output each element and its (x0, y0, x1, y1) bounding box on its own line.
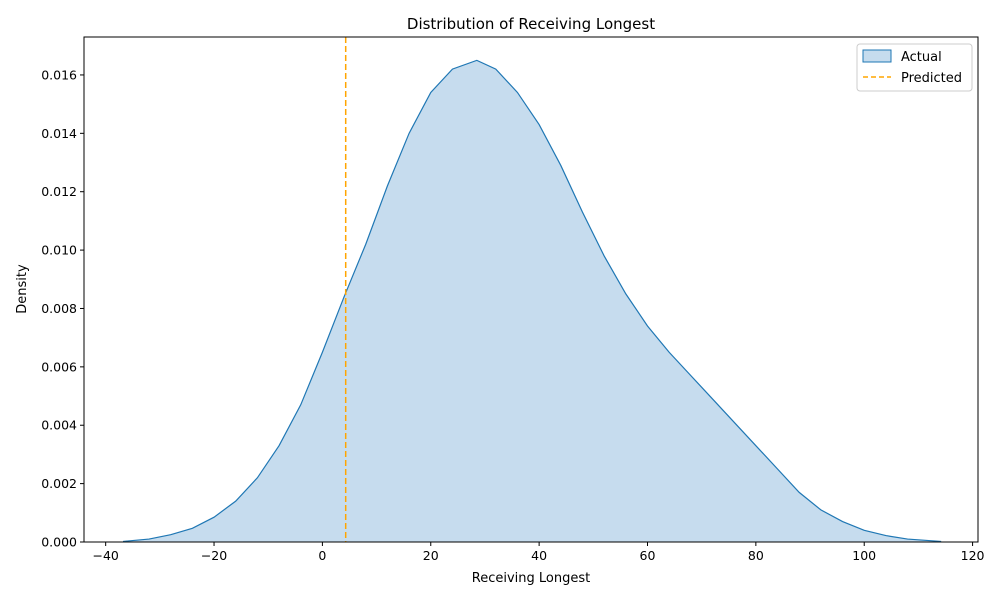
x-tick-label: 20 (423, 548, 439, 563)
y-tick-label: 0.014 (41, 126, 77, 141)
y-tick-label: 0.004 (41, 418, 77, 433)
x-tick-label: −20 (201, 548, 227, 563)
plot-area (122, 37, 942, 543)
chart-title: Distribution of Receiving Longest (407, 15, 655, 33)
y-tick-label: 0.010 (41, 243, 77, 258)
y-tick-label: 0.000 (41, 535, 77, 550)
x-tick-label: 40 (531, 548, 547, 563)
x-tick-label: 60 (640, 548, 656, 563)
y-axis-label: Density (15, 264, 30, 314)
y-tick-label: 0.008 (41, 301, 77, 316)
y-tick-label: 0.016 (41, 67, 77, 82)
legend-label-actual: Actual (901, 50, 942, 65)
legend-swatch-actual (862, 49, 892, 63)
y-tick-label: 0.002 (41, 476, 77, 491)
y-tick-label: 0.012 (41, 184, 77, 199)
legend: Actual Predicted (856, 43, 973, 92)
y-tick-label: 0.006 (41, 359, 77, 374)
x-tick-label: 120 (961, 548, 985, 563)
x-tick-label: 100 (852, 548, 876, 563)
x-axis-label: Receiving Longest (472, 571, 590, 586)
x-tick-label: −40 (92, 548, 118, 563)
x-axis-ticks: −40 −20 0 20 40 60 80 100 120 (92, 542, 985, 563)
actual-density-line (122, 59, 942, 543)
x-tick-label: 0 (318, 548, 326, 563)
actual-density-fill (123, 60, 942, 542)
axes-frame (83, 36, 979, 543)
y-axis-ticks: 0.000 0.002 0.004 0.006 0.008 0.010 0.012 0.014… (41, 67, 84, 550)
x-tick-label: 80 (748, 548, 764, 563)
legend-label-predicted: Predicted (901, 71, 962, 86)
